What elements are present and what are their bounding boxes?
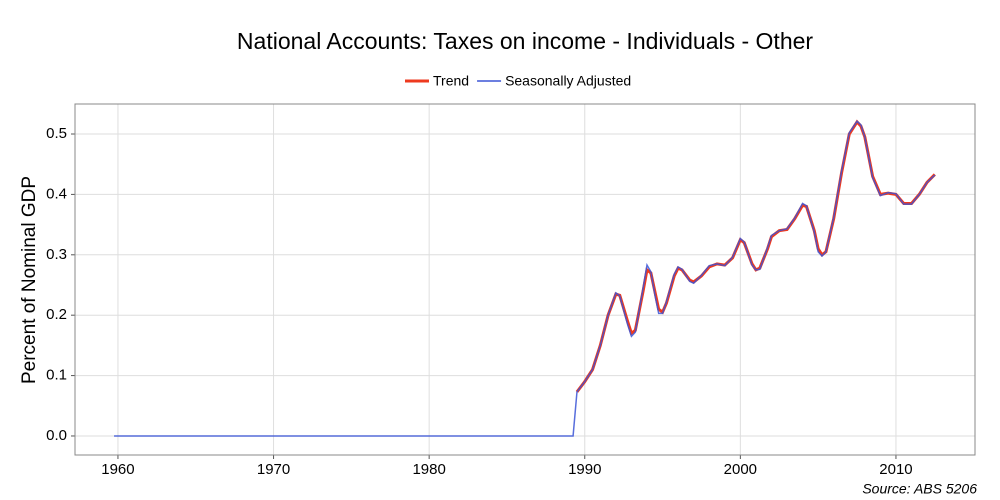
x-tick-label: 1990 [568, 461, 601, 478]
x-tick-label: 2010 [879, 461, 912, 478]
legend: Trend Seasonally Adjusted [405, 73, 631, 89]
y-tick-label: 0.5 [46, 125, 67, 142]
source-note: Source: ABS 5206 [862, 481, 977, 497]
x-tick-label: 1970 [257, 461, 290, 478]
plot-border [74, 103, 976, 456]
y-tick-label: 0.4 [46, 185, 67, 202]
y-axis-title: Percent of Nominal GDP [19, 176, 40, 384]
series-line [114, 120, 936, 437]
y-tick-label: 0.2 [46, 306, 67, 323]
legend-label: Seasonally Adjusted [505, 73, 631, 89]
x-tick-label: 1960 [101, 461, 134, 478]
y-tick-label: 0.0 [46, 427, 67, 444]
legend-label: Trend [433, 73, 469, 89]
x-tick-label: 1980 [412, 461, 445, 478]
chart-title: National Accounts: Taxes on income - Ind… [237, 28, 813, 54]
x-tick-label: 2000 [724, 461, 757, 478]
plot-background [75, 104, 975, 455]
y-tick-label: 0.3 [46, 246, 67, 263]
y-tick-label: 0.1 [46, 367, 67, 384]
